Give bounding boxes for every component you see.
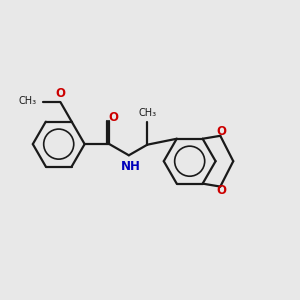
Text: O: O (109, 110, 118, 124)
Text: O: O (55, 87, 65, 100)
Text: NH: NH (121, 160, 140, 173)
Text: CH₃: CH₃ (138, 108, 156, 118)
Text: O: O (216, 184, 226, 197)
Text: CH₃: CH₃ (19, 96, 37, 106)
Text: O: O (216, 125, 226, 138)
